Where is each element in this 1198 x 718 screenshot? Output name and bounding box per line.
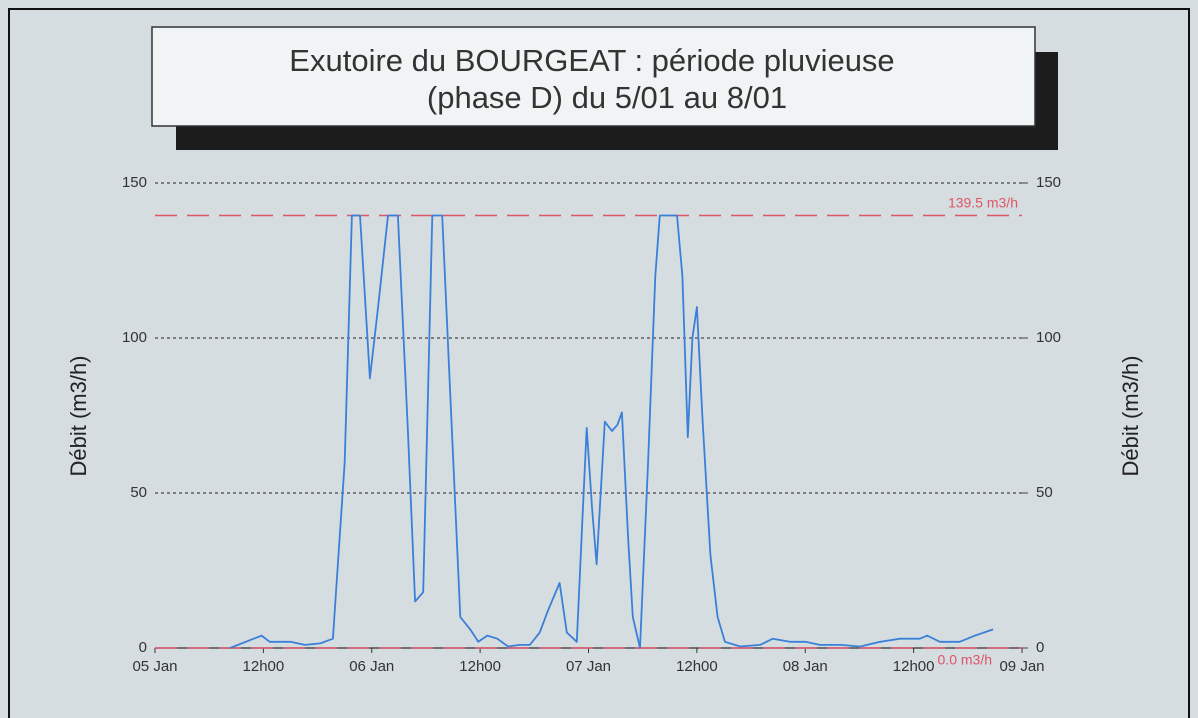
x-tick-label: 05 Jan (132, 658, 177, 675)
y-tick-label: 50 (130, 484, 147, 501)
x-tick-label: 06 Jan (349, 658, 394, 675)
y-axis-label: Débit (m3/h) (66, 355, 91, 476)
x-tick-label: 12h00 (459, 658, 501, 675)
x-tick-label: 12h00 (243, 658, 285, 675)
y-tick-label: 100 (122, 329, 147, 346)
y-tick-label: 150 (122, 174, 147, 191)
x-tick-label: 09 Jan (999, 658, 1044, 675)
y2-tick-label: 150 (1036, 174, 1061, 191)
data-line (229, 214, 994, 649)
title-box (151, 26, 1036, 127)
y2-tick-label: 0 (1036, 639, 1044, 656)
reference-label: 0.0 m3/h (938, 652, 992, 668)
x-tick-label: 12h00 (893, 658, 935, 675)
x-tick-label: 12h00 (676, 658, 718, 675)
x-tick-label: 07 Jan (566, 658, 611, 675)
y2-tick-label: 50 (1036, 484, 1053, 501)
chart-title: (phase D) du 5/01 au 8/01 (427, 80, 787, 115)
reference-label: 139.5 m3/h (948, 194, 1018, 210)
y-tick-label: 0 (139, 639, 147, 656)
y2-tick-label: 100 (1036, 329, 1061, 346)
chart-title: Exutoire du BOURGEAT : période pluvieuse (289, 43, 894, 78)
y2-axis-label: Débit (m3/h) (1118, 355, 1143, 476)
frame (8, 8, 1190, 718)
x-tick-label: 08 Jan (783, 658, 828, 675)
